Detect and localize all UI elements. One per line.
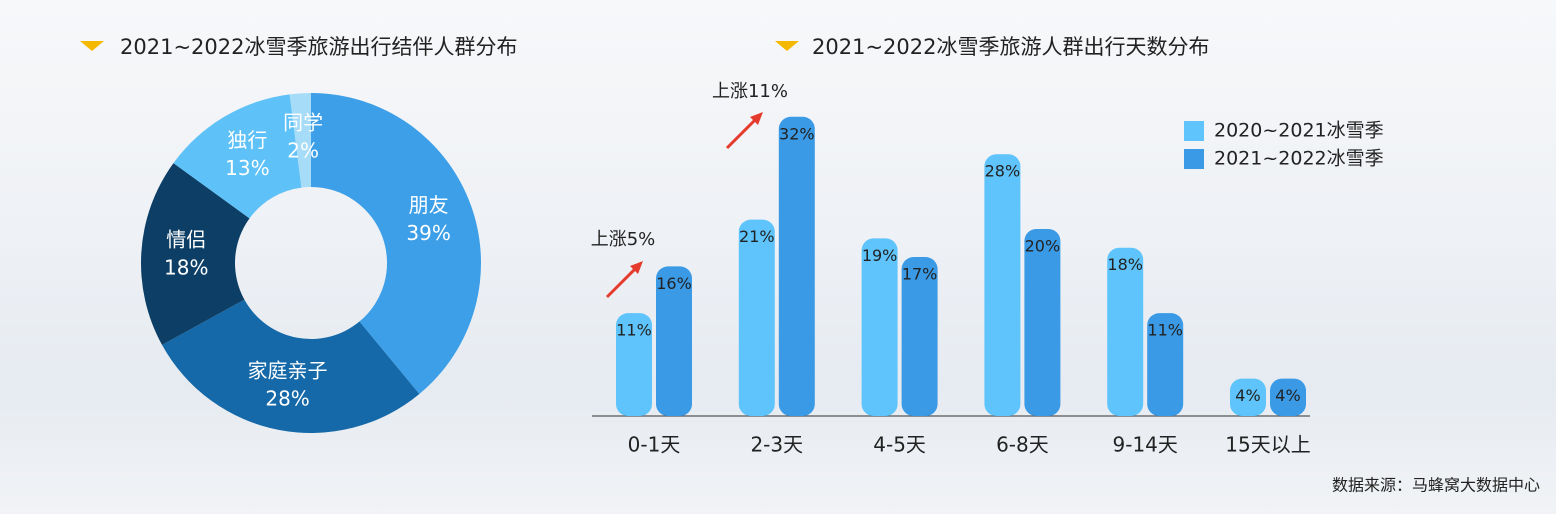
bar	[1147, 313, 1184, 416]
title-marker	[80, 41, 104, 51]
arrow-head	[750, 112, 763, 125]
bar	[861, 238, 898, 416]
value-label: 28%	[985, 162, 1021, 181]
bar	[901, 257, 938, 416]
slice-label: 同学	[283, 111, 323, 135]
slice-value: 13%	[225, 156, 269, 180]
bar	[616, 313, 652, 416]
value-label: 17%	[902, 265, 938, 284]
bar	[1270, 378, 1306, 416]
title-marker	[775, 41, 799, 51]
donut-slice	[162, 299, 420, 434]
annotation: 上涨11%	[712, 81, 788, 102]
slice-label: 独行	[227, 128, 267, 152]
source: 数据来源：马蜂窝大数据中心	[1332, 476, 1540, 495]
bar	[984, 154, 1021, 416]
arrow	[605, 264, 640, 299]
x-tick-label: 0-1天	[628, 433, 681, 457]
x-tick-label: 15天以上	[1225, 433, 1310, 457]
donut-slice	[141, 163, 250, 345]
x-tick-label: 9-14天	[1113, 433, 1178, 457]
x-tick-label: 4-5天	[873, 433, 926, 457]
value-label: 16%	[656, 274, 692, 293]
x-tick-label: 2-3天	[750, 433, 803, 457]
value-label: 32%	[779, 124, 815, 143]
slice-value: 28%	[265, 386, 309, 410]
slice-value: 39%	[406, 221, 450, 245]
legend-label: 2021~2022冰雪季	[1214, 148, 1384, 170]
slice-label: 朋友	[409, 193, 449, 217]
bar	[1107, 247, 1144, 416]
slice-label: 家庭亲子	[248, 358, 328, 382]
donut-slice	[289, 93, 311, 188]
chart-title: 2021~2022冰雪季旅游人群出行天数分布	[812, 35, 1209, 59]
annotation: 上涨5%	[591, 229, 656, 250]
value-label: 11%	[616, 321, 652, 340]
chart-title: 2021~2022冰雪季旅游出行结伴人群分布	[120, 35, 517, 59]
value-label: 4%	[1235, 386, 1260, 405]
bar	[778, 116, 815, 417]
donut-slice	[173, 94, 302, 219]
x-tick-label: 6-8天	[996, 433, 1049, 457]
bar	[1024, 229, 1061, 416]
value-label: 19%	[862, 246, 898, 265]
arrow	[725, 115, 760, 150]
value-label: 11%	[1147, 321, 1183, 340]
legend-swatch	[1184, 121, 1204, 141]
bar	[738, 219, 775, 416]
bar	[1230, 378, 1266, 416]
value-label: 18%	[1107, 255, 1143, 274]
bar	[656, 266, 692, 416]
legend-swatch	[1184, 149, 1204, 169]
value-label: 20%	[1025, 237, 1061, 256]
arrow-head	[630, 261, 643, 274]
value-label: 4%	[1275, 386, 1300, 405]
slice-value: 18%	[164, 256, 208, 280]
slice-label: 情侣	[166, 228, 206, 252]
slice-value: 2%	[287, 139, 319, 163]
value-label: 21%	[739, 227, 775, 246]
donut-slice	[311, 93, 482, 394]
legend-label: 2020~2021冰雪季	[1214, 120, 1384, 142]
